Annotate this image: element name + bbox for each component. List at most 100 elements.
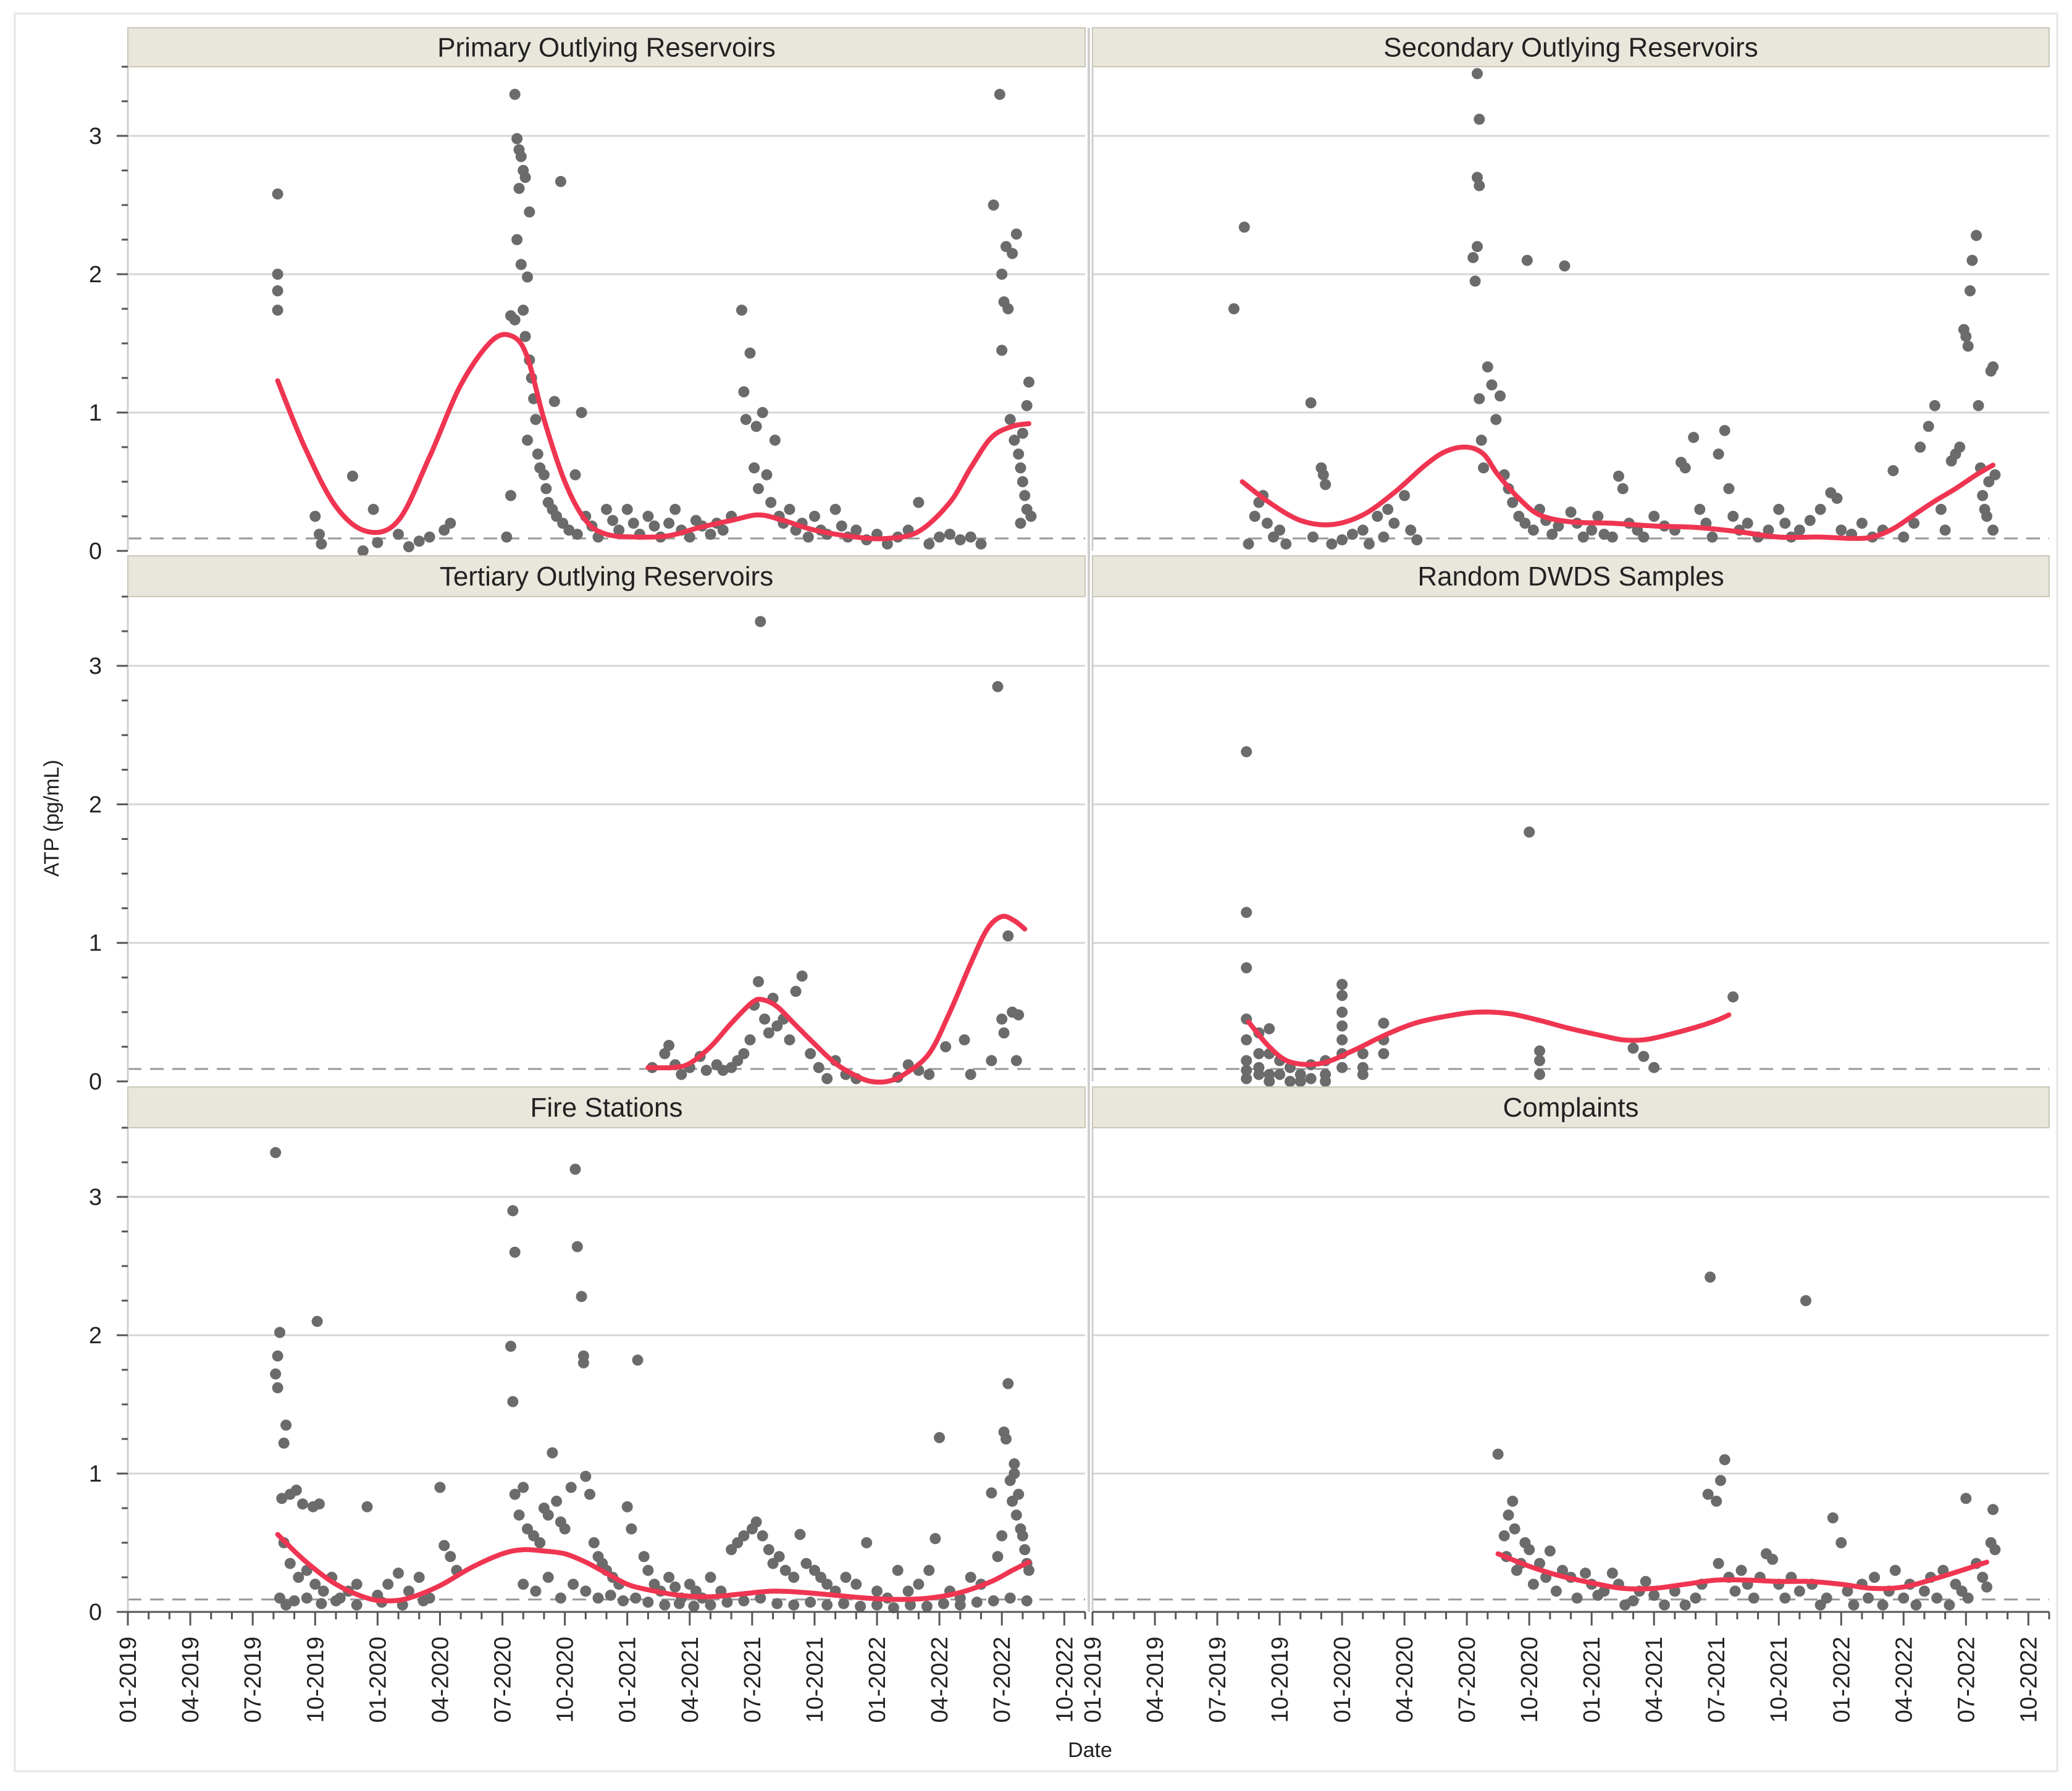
data-point bbox=[1715, 1475, 1726, 1487]
data-point bbox=[1571, 1592, 1583, 1604]
data-point bbox=[1711, 1495, 1722, 1507]
smoothing-curve bbox=[275, 1532, 1031, 1604]
data-point bbox=[1550, 1585, 1562, 1597]
data-point bbox=[1831, 492, 1843, 504]
data-point bbox=[700, 1065, 712, 1076]
data-point bbox=[1228, 303, 1239, 314]
data-point bbox=[663, 1572, 675, 1583]
data-point bbox=[1013, 1009, 1025, 1021]
data-point bbox=[1357, 1048, 1369, 1060]
data-point bbox=[1908, 518, 1920, 529]
data-point bbox=[1606, 531, 1618, 543]
data-point bbox=[1507, 497, 1519, 508]
x-tick-label: 07-2020 bbox=[1454, 1637, 1480, 1722]
data-point bbox=[1939, 524, 1951, 536]
data-point bbox=[1486, 379, 1498, 391]
data-point bbox=[1617, 483, 1629, 495]
data-point bbox=[1019, 1544, 1031, 1556]
data-point bbox=[1889, 1564, 1901, 1576]
data-point bbox=[278, 1437, 290, 1449]
data-point bbox=[871, 1585, 883, 1597]
x-tick-label: 10-2020 bbox=[553, 1637, 579, 1722]
x-tick-label: 07-2019 bbox=[240, 1637, 266, 1722]
data-point bbox=[1987, 1504, 1999, 1516]
data-point bbox=[1546, 529, 1558, 540]
data-point bbox=[1877, 1599, 1889, 1611]
data-point bbox=[519, 172, 531, 183]
data-point bbox=[1679, 462, 1691, 474]
smoothing-curve bbox=[1246, 1009, 1732, 1067]
data-point bbox=[1021, 1595, 1033, 1607]
data-point bbox=[1793, 1585, 1805, 1597]
data-point bbox=[809, 511, 820, 522]
data-point bbox=[1495, 390, 1506, 402]
data-point bbox=[1987, 361, 1999, 373]
data-point bbox=[1915, 442, 1926, 453]
data-point bbox=[958, 1034, 970, 1046]
data-point bbox=[821, 1579, 833, 1590]
smoothing-curve bbox=[1495, 1551, 1989, 1592]
data-point bbox=[717, 524, 729, 536]
data-point bbox=[548, 396, 560, 408]
data-point bbox=[626, 1523, 637, 1535]
data-point bbox=[314, 1498, 325, 1510]
data-point bbox=[1835, 1537, 1847, 1548]
data-point bbox=[1336, 989, 1348, 1001]
data-point bbox=[316, 538, 327, 550]
data-point bbox=[547, 1447, 558, 1459]
data-point bbox=[965, 531, 976, 543]
data-point bbox=[1679, 1599, 1691, 1611]
data-point bbox=[1534, 1045, 1545, 1057]
data-point bbox=[744, 347, 756, 359]
data-point bbox=[855, 1601, 866, 1612]
data-point bbox=[1261, 518, 1273, 529]
data-point bbox=[992, 681, 1004, 692]
data-point bbox=[757, 1530, 768, 1541]
facet-plot-area bbox=[128, 67, 1085, 551]
data-point bbox=[738, 386, 750, 398]
data-point bbox=[1317, 469, 1329, 480]
data-point bbox=[1960, 1493, 1972, 1504]
y-tick-label: 3 bbox=[89, 124, 102, 149]
data-point bbox=[1015, 518, 1026, 529]
data-point bbox=[1965, 285, 1976, 296]
data-point bbox=[1482, 361, 1493, 373]
data-point bbox=[794, 1529, 806, 1540]
data-point bbox=[605, 1590, 616, 1601]
data-point bbox=[705, 529, 716, 540]
data-point bbox=[1767, 1553, 1779, 1565]
y-tick-label: 1 bbox=[89, 931, 102, 957]
facet-title: Tertiary Outlying Reservoirs bbox=[440, 561, 773, 592]
data-point bbox=[1960, 330, 1972, 342]
data-point bbox=[1779, 1592, 1791, 1604]
data-point bbox=[1503, 1509, 1514, 1521]
data-point bbox=[1863, 1592, 1874, 1604]
data-point bbox=[992, 1551, 1004, 1562]
data-point bbox=[1264, 1023, 1275, 1034]
data-point bbox=[1821, 1592, 1832, 1604]
data-point bbox=[1004, 414, 1016, 426]
data-point bbox=[840, 1572, 852, 1583]
x-tick-label: 04-2020 bbox=[427, 1637, 453, 1722]
data-point bbox=[1249, 511, 1260, 522]
data-point bbox=[507, 1205, 519, 1217]
data-point bbox=[761, 469, 773, 480]
data-point bbox=[1638, 1051, 1650, 1062]
x-tick-label: 10-2019 bbox=[303, 1637, 329, 1722]
data-point bbox=[621, 1501, 633, 1512]
data-point bbox=[1336, 979, 1348, 990]
data-point bbox=[923, 538, 935, 550]
data-point bbox=[559, 1523, 571, 1535]
data-point bbox=[1336, 1006, 1348, 1018]
data-point bbox=[1490, 414, 1502, 426]
data-point bbox=[1002, 1378, 1014, 1390]
y-tick-label: 0 bbox=[89, 539, 102, 564]
data-point bbox=[1336, 534, 1348, 546]
data-point bbox=[515, 259, 527, 271]
data-point bbox=[372, 537, 384, 548]
data-point bbox=[669, 1581, 681, 1593]
data-point bbox=[802, 531, 814, 543]
data-point bbox=[592, 1592, 604, 1604]
data-point bbox=[272, 1350, 283, 1362]
